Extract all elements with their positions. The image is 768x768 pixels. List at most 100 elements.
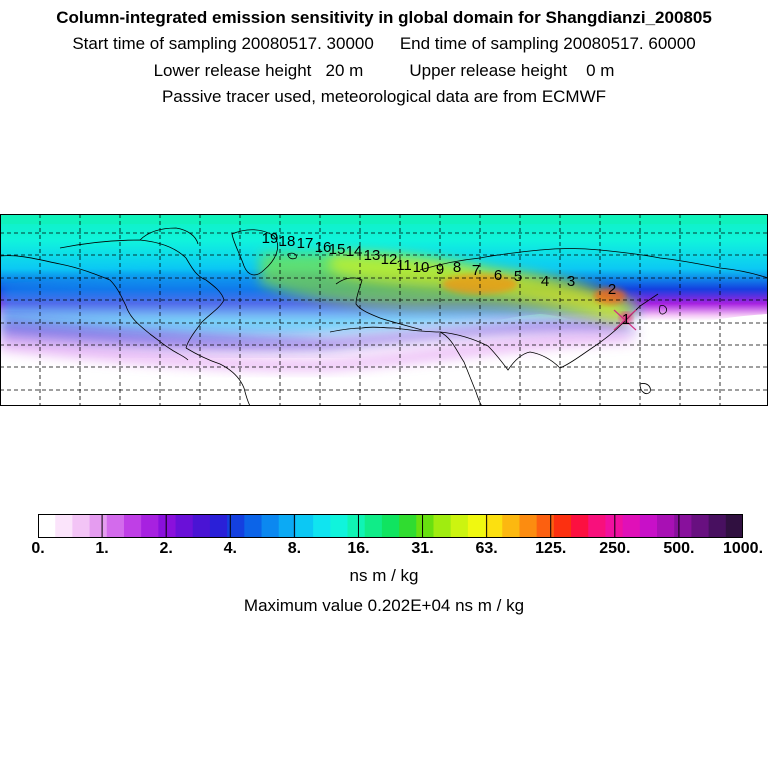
coastlines [0, 227, 768, 406]
colorbar-tick-label: 500. [663, 540, 695, 557]
colorbar-cell [381, 514, 400, 538]
colorbar-cell [192, 514, 211, 538]
hudson-bay [139, 227, 199, 245]
trajectory-label: 12 [381, 251, 398, 268]
trajectory-label: 19 [262, 230, 279, 247]
trajectory-label: 8 [453, 259, 461, 276]
north-america-east-coast [59, 239, 225, 349]
central-america [185, 347, 251, 406]
trajectory-label: 10 [413, 259, 430, 276]
colorbar-cell [364, 514, 383, 538]
colorbar-cell [433, 514, 452, 538]
japan [659, 305, 667, 315]
trajectory-label: 18 [279, 233, 296, 250]
colorbar-tick-label: 2. [159, 540, 173, 557]
colorbar-cell [106, 514, 125, 538]
philippines [639, 383, 651, 394]
trajectory-label: 5 [514, 268, 522, 285]
colorbar-cell [244, 514, 263, 538]
north-america-west-coast [0, 255, 189, 361]
lower-release-label: Lower release height 20 m [153, 61, 364, 80]
tracer-info: Passive tracer used, meteorological data… [161, 87, 607, 106]
colorbar-cell [674, 514, 693, 538]
trajectory-label: 11 [396, 257, 412, 274]
trajectory-label: 3 [567, 273, 575, 290]
graticule [0, 214, 768, 406]
colorbar-cell [708, 514, 727, 538]
receptor-core [620, 313, 632, 323]
colorbar-cell [399, 514, 417, 538]
east-asia-coast [559, 293, 659, 369]
map-title: Column-integrated emission sensitivity i… [56, 8, 712, 27]
trajectory-label: 14 [346, 243, 363, 260]
colorbar-unit: ns m / kg [349, 566, 419, 585]
colorbar-cell [725, 514, 743, 538]
colorbar-cell [55, 514, 73, 538]
trajectory-label: 7 [472, 262, 480, 279]
colorbar-cell [571, 514, 589, 538]
trajectory-label: 16 [315, 239, 332, 256]
colorbar-cell [450, 514, 469, 538]
colorbar [38, 514, 743, 538]
colorbar-cell [691, 514, 710, 538]
colorbar-cell [502, 514, 521, 538]
colorbar-cell [347, 514, 366, 538]
colorbar-cell [536, 514, 555, 538]
colorbar-cell [261, 514, 280, 538]
colorbar-cell [657, 514, 675, 538]
colorbar-tick-label: 1. [95, 540, 109, 557]
colorbar-cell [89, 514, 108, 538]
colorbar-cell [622, 514, 641, 538]
colorbar-cell [141, 514, 159, 538]
colorbar-cell [519, 514, 538, 538]
colorbar-cell [295, 514, 314, 538]
colorbar-tick-label: 1000. [722, 540, 764, 557]
colorbar-cell [639, 514, 658, 538]
colorbar-cell [330, 514, 349, 538]
trajectory-label: 2 [608, 281, 616, 298]
iceland [287, 252, 297, 260]
sampling-times: Start time of sampling 20080517. 30000 En… [0, 34, 768, 54]
colorbar-cell [123, 514, 142, 538]
colorbar-cell [158, 514, 177, 538]
colorbar-tick-label: 16. [347, 540, 370, 557]
receptor-marker [613, 309, 637, 331]
colorbar-cell [485, 514, 503, 538]
colorbar-tick-label: 125. [535, 540, 567, 557]
upper-release-label: Upper release height 0 m [409, 61, 615, 80]
colorbar-tick-label: 250. [599, 540, 631, 557]
trajectory-label: 13 [364, 247, 381, 264]
colorbar-tick-label: 63. [475, 540, 498, 557]
colorbar-tick-label: 8. [287, 540, 302, 557]
trajectory-label: 15 [329, 241, 346, 258]
start-time-label: Start time of sampling 20080517. 30000 [72, 34, 374, 53]
colorbar-cell [467, 514, 486, 538]
trajectory-label: 1 [622, 311, 630, 328]
trajectory-label: 9 [436, 261, 444, 278]
colorbar-tick-label: 4. [223, 540, 237, 557]
polar-band [0, 214, 768, 224]
release-heights: Lower release height 20 m Upper release h… [0, 61, 768, 81]
colorbar-cell [588, 514, 607, 538]
colorbar-cell [313, 514, 331, 538]
colorbar-cell [278, 514, 297, 538]
europe-coast [335, 277, 423, 331]
trajectory-label: 4 [541, 273, 549, 290]
colorbar-cell [227, 514, 245, 538]
trajectory-label: 17 [297, 235, 314, 252]
colorbar-cell [72, 514, 91, 538]
colorbar-cell [175, 514, 194, 538]
colorbar-cell [209, 514, 228, 538]
colorbar-tick-label: 31. [411, 540, 434, 557]
colorbar-cell [38, 514, 56, 538]
colorbar-tick-label: 0. [31, 540, 45, 557]
end-time-label: End time of sampling 20080517. 60000 [399, 34, 696, 53]
colorbar-cell [416, 514, 435, 538]
colorbar-cell [553, 514, 572, 538]
greenland [231, 229, 278, 276]
south-asia-coast [439, 331, 561, 371]
maximum-value: Maximum value 0.202E+04 ns m / kg [243, 596, 525, 615]
trajectory-label: 6 [494, 267, 502, 284]
